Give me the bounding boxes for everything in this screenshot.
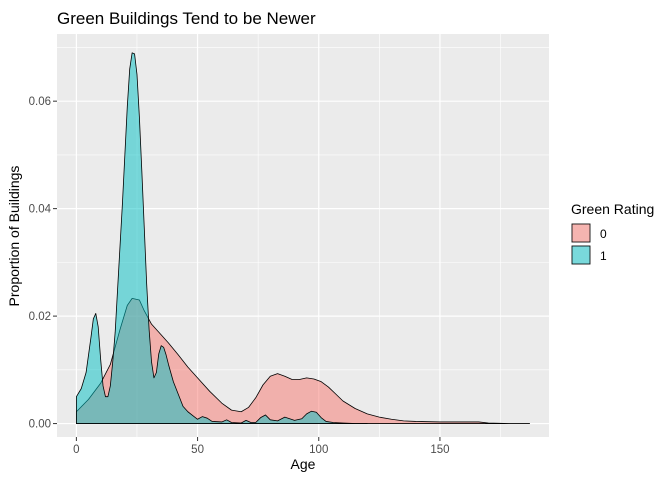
legend-label-0: 0 [600,227,607,241]
y-tick-label: 0.00 [29,419,51,431]
legend: Green Rating 0 1 [571,201,654,265]
x-tick-label: 0 [73,444,79,456]
legend-swatch-0 [571,223,591,243]
y-axis-title: Proportion of Buildings [6,166,22,307]
y-tick-label: 0.04 [29,204,52,216]
chart-title: Green Buildings Tend to be Newer [57,9,316,28]
axis-ticks: 0 50 100 150 0.00 0.02 0.04 0.06 [29,96,450,456]
x-tick-label: 150 [430,444,449,456]
major-gridlines [57,34,549,437]
legend-title: Green Rating [571,201,654,217]
density-areas [75,52,531,424]
y-tick-label: 0.06 [29,96,51,108]
legend-swatch-1 [571,245,591,265]
x-axis-title: Age [291,456,316,472]
x-tick-label: 100 [309,444,328,456]
legend-label-1: 1 [600,249,607,263]
x-tick-label: 50 [191,444,204,456]
y-tick-label: 0.02 [29,311,51,323]
density-area-1 [75,52,368,424]
